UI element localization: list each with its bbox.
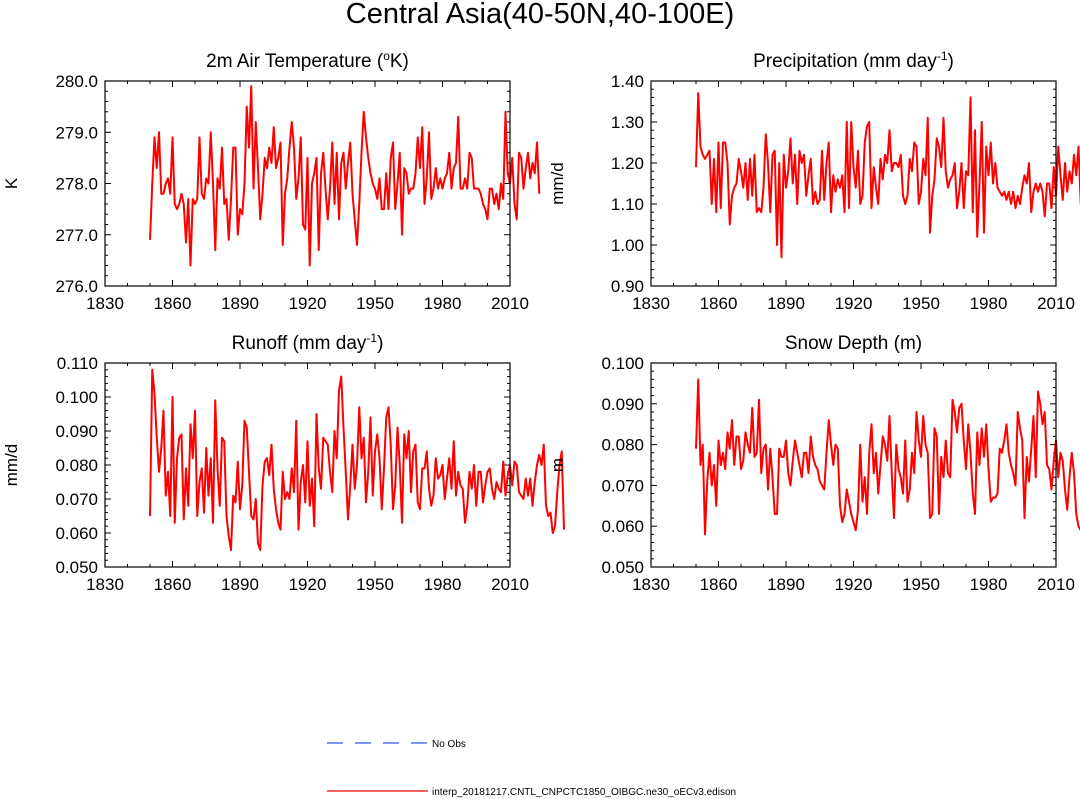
series-line-precipitation [696,93,1080,257]
x-tick-label-temperature: 1950 [356,294,394,313]
legend-model-label: interp_20181217.CNTL_CNPCTC1850_OIBGC.ne… [432,787,736,798]
x-tick-label-snow-depth: 1890 [767,575,805,594]
x-tick-label-temperature: 1860 [154,294,192,313]
figure-canvas: Central Asia(40-50N,40-100E) 2m Air Temp… [0,0,1080,799]
x-tick-label-snow-depth: 1950 [902,575,940,594]
plot-frame-snow-depth [651,363,1056,567]
y-axis-label-snow-depth: m [548,458,567,472]
x-tick-label-runoff: 1980 [424,575,462,594]
y-tick-label-snow-depth: 0.080 [601,436,644,455]
y-tick-label-snow-depth: 0.060 [601,517,644,536]
x-tick-label-runoff: 1860 [154,575,192,594]
x-tick-label-snow-depth: 2010 [1037,575,1075,594]
x-tick-label-precipitation: 1950 [902,294,940,313]
x-tick-label-snow-depth: 1920 [835,575,873,594]
panel-runoff: Runoff (mm day-1) mm/d 1830 1860 1890 1920 195… [2,331,564,594]
panel-temperature: 2m Air Temperature (oK) K 1830 1860 1890 1920… [2,49,539,313]
x-tick-label-temperature: 2010 [491,294,529,313]
x-tick-label-temperature: 1980 [424,294,462,313]
y-axis-label-runoff: mm/d [2,444,21,487]
y-tick-label-precipitation: 1.40 [611,72,644,91]
y-tick-label-precipitation: 0.90 [611,277,644,296]
y-tick-label-temperature: 279.0 [55,123,98,142]
y-axis-label-temperature: K [2,177,21,189]
legend-obs-label: No Obs [432,739,466,750]
y-tick-label-runoff: 0.070 [55,490,98,509]
y-tick-label-snow-depth: 0.050 [601,558,644,577]
x-tick-label-runoff: 1920 [289,575,327,594]
panel-snow-depth: Snow Depth (m) m 1830 1860 1890 1920 1950 1980 2… [548,333,1080,594]
x-tick-label-temperature: 1830 [86,294,124,313]
x-tick-label-precipitation: 1890 [767,294,805,313]
x-tick-label-snow-depth: 1830 [632,575,670,594]
figure-title: Central Asia(40-50N,40-100E) [346,0,734,30]
x-tick-label-temperature: 1890 [221,294,259,313]
x-tick-label-snow-depth: 1860 [700,575,738,594]
y-tick-label-temperature: 280.0 [55,72,98,91]
x-tick-label-runoff: 1890 [221,575,259,594]
y-tick-label-temperature: 276.0 [55,277,98,296]
x-tick-label-precipitation: 2010 [1037,294,1075,313]
x-tick-label-snow-depth: 1980 [970,575,1008,594]
legend: No Obs interp_20181217.CNTL_CNPCTC1850_O… [327,739,736,798]
y-axis-label-precipitation: mm/d [548,162,567,205]
x-tick-label-runoff: 1950 [356,575,394,594]
x-tick-label-precipitation: 1920 [835,294,873,313]
y-tick-label-snow-depth: 0.100 [601,354,644,373]
x-tick-label-temperature: 1920 [289,294,327,313]
series-line-runoff [150,370,564,550]
panel-title-temperature: 2m Air Temperature (oK) [206,49,409,72]
y-tick-label-snow-depth: 0.070 [601,476,644,495]
x-tick-label-runoff: 1830 [86,575,124,594]
y-tick-label-temperature: 277.0 [55,226,98,245]
y-tick-label-snow-depth: 0.090 [601,395,644,414]
y-tick-label-runoff: 0.100 [55,388,98,407]
panel-precipitation: Precipitation (mm day-1) mm/d 1830 1860 1890… [548,49,1080,313]
y-tick-label-precipitation: 1.10 [611,195,644,214]
x-tick-label-precipitation: 1830 [632,294,670,313]
y-tick-label-precipitation: 1.30 [611,113,644,132]
x-tick-label-precipitation: 1860 [700,294,738,313]
panel-title-runoff: Runoff (mm day-1) [232,331,384,354]
x-tick-label-runoff: 2010 [491,575,529,594]
x-tick-label-precipitation: 1980 [970,294,1008,313]
series-line-temperature [150,86,539,265]
panel-title-snow-depth: Snow Depth (m) [785,333,922,354]
series-line-snow-depth [696,379,1080,534]
y-tick-label-runoff: 0.050 [55,558,98,577]
y-tick-label-runoff: 0.090 [55,422,98,441]
y-tick-label-precipitation: 1.00 [611,236,644,255]
panel-title-precipitation: Precipitation (mm day-1) [753,49,954,72]
panels: 2m Air Temperature (oK) K 1830 1860 1890 1920… [2,49,1080,594]
y-tick-label-runoff: 0.060 [55,524,98,543]
y-tick-label-precipitation: 1.20 [611,154,644,173]
y-tick-label-temperature: 278.0 [55,175,98,194]
y-tick-label-runoff: 0.080 [55,456,98,475]
y-tick-label-runoff: 0.110 [57,354,98,373]
